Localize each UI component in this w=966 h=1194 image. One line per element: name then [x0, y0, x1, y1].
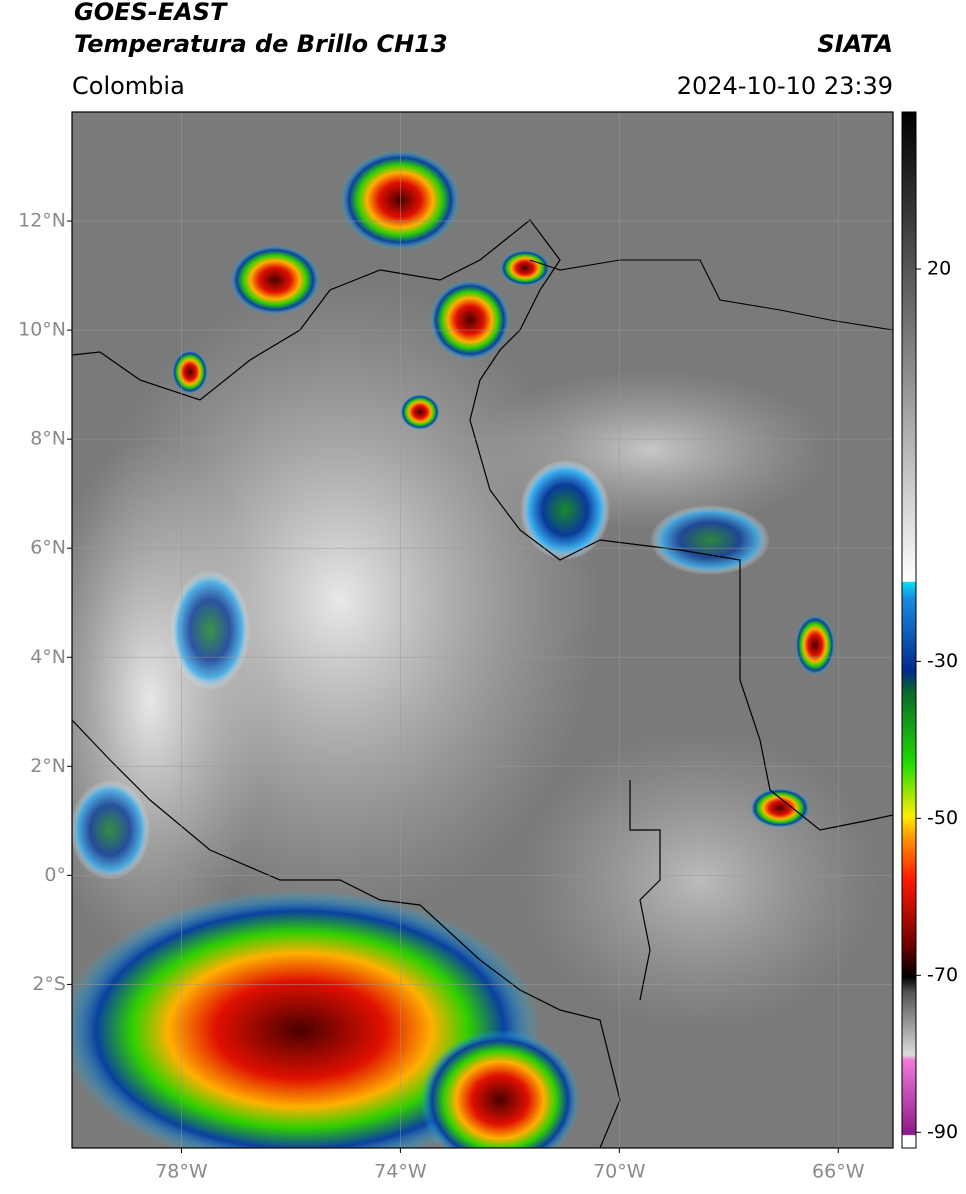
- x-tick-label: 66°W: [812, 1161, 865, 1183]
- y-tick-label: 10°N: [18, 319, 66, 341]
- x-tick-label: 70°W: [593, 1161, 646, 1183]
- grid: [72, 112, 893, 1148]
- colorbar-tick-label: -90: [927, 1121, 958, 1143]
- y-tick-label: 0°: [44, 864, 66, 886]
- y-tick-label: 2°S: [32, 973, 66, 995]
- colorbar-tick-label: -50: [927, 807, 958, 829]
- region: Colombia: [72, 72, 185, 100]
- y-tick-label: 12°N: [18, 210, 66, 232]
- y-tick-label: 2°N: [30, 755, 66, 777]
- map-frame: [71, 111, 894, 1149]
- y-tick-label: 8°N: [30, 428, 66, 450]
- colorbar: [901, 111, 917, 1149]
- title: GOES-EAST: [74, 0, 228, 26]
- datetime: 2024-10-10 23:39: [677, 72, 893, 100]
- y-tick-label: 6°N: [30, 537, 66, 559]
- x-tick-label: 74°W: [374, 1161, 427, 1183]
- satellite-image: [72, 112, 893, 1148]
- colorbar-tick-label: 20: [927, 257, 951, 279]
- y-tick-label: 4°N: [30, 646, 66, 668]
- colorbar-tick-label: -70: [927, 964, 958, 986]
- source: SIATA: [817, 30, 893, 58]
- colorbar-tick-label: -30: [927, 650, 958, 672]
- x-tick-label: 78°W: [155, 1161, 208, 1183]
- subtitle: Temperatura de Brillo CH13: [74, 30, 448, 58]
